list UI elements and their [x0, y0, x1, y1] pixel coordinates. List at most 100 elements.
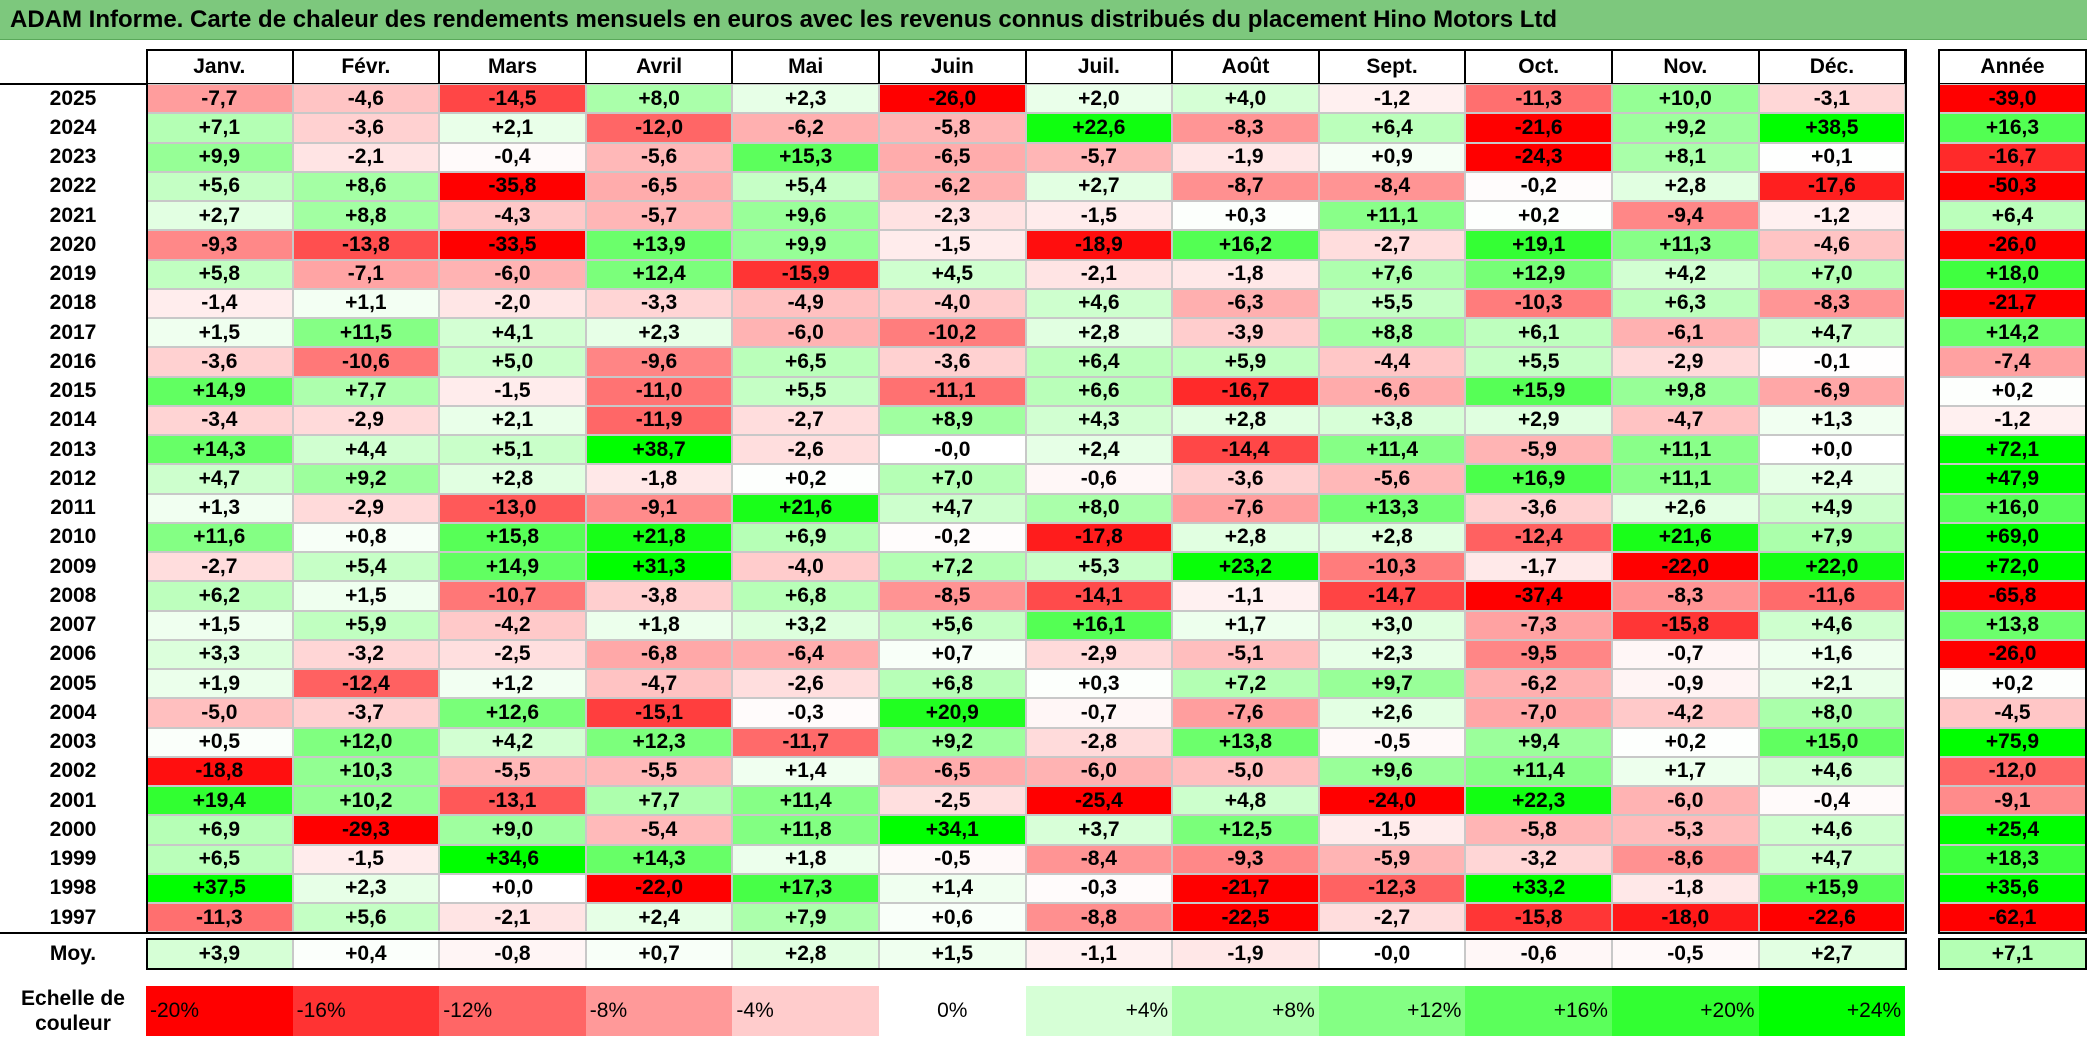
heatmap-cell: +12,0: [292, 727, 440, 757]
heatmap-cell: -2,3: [879, 201, 1026, 231]
heatmap-cell: +34,6: [439, 844, 586, 874]
heatmap-cell: -1,8: [1172, 259, 1319, 289]
average-cell: +0,4: [292, 938, 440, 971]
heatmap-cell: -5,1: [1172, 639, 1319, 669]
heatmap-cell: +2,8: [1172, 405, 1319, 435]
heatmap-cell: -0,9: [1612, 669, 1759, 699]
heatmap-cell: -4,6: [1758, 230, 1906, 260]
heatmap-cell: +2,6: [1318, 698, 1466, 728]
heatmap-cell: -3,7: [292, 698, 440, 728]
heatmap-cell: -5,3: [1612, 815, 1759, 845]
row-label: 2024: [49, 115, 97, 139]
heatmap-cell: -3,8: [585, 581, 733, 611]
year-total-cell: +18,3: [1938, 844, 2087, 874]
year-total-cell: +16,0: [1938, 493, 2087, 523]
heatmap-cell: -21,7: [1172, 873, 1319, 903]
heatmap-cell: +2,9: [1465, 405, 1612, 435]
heatmap-cell: +3,7: [1025, 815, 1173, 845]
heatmap-cell: -9,5: [1465, 639, 1612, 669]
year-total-cell: -62,1: [1938, 903, 2087, 933]
column-header: Avril: [585, 49, 733, 84]
heatmap-cell: -9,1: [585, 493, 733, 523]
row-label: 2017: [49, 320, 97, 344]
heatmap-cell: +7,9: [1758, 522, 1906, 552]
year-total-cell: +69,0: [1938, 522, 2087, 552]
heatmap-cell: +15,8: [439, 522, 586, 552]
heatmap-cell: -13,8: [292, 230, 440, 260]
row-label: 2001: [49, 788, 97, 812]
color-scale-step: -16%: [292, 986, 440, 1037]
heatmap-cell: +8,6: [292, 171, 440, 201]
year-total-cell: +72,0: [1938, 552, 2087, 582]
heatmap-cell: -15,8: [1612, 610, 1759, 640]
heatmap-cell: +1,7: [1612, 756, 1759, 786]
heatmap-cell: -5,6: [1318, 464, 1466, 494]
heatmap-cell: -3,6: [292, 113, 440, 143]
heatmap-cell: -9,4: [1612, 201, 1759, 231]
heatmap-cell: +1,5: [146, 610, 293, 640]
heatmap-cell: +16,1: [1025, 610, 1173, 640]
heatmap-cell: +1,7: [1172, 610, 1319, 640]
row-label: 2009: [49, 554, 97, 578]
heatmap-cell: +5,5: [1465, 347, 1612, 377]
heatmap-cell: -1,5: [292, 844, 440, 874]
heatmap-cell: +5,9: [1172, 347, 1319, 377]
heatmap-cell: -33,5: [439, 230, 586, 260]
heatmap-cell: +2,3: [585, 318, 733, 348]
row-label: 2007: [49, 613, 97, 637]
heatmap-cell: -6,2: [879, 171, 1026, 201]
heatmap-cell: +16,9: [1465, 464, 1612, 494]
heatmap-cell: -4,7: [1612, 405, 1759, 435]
heatmap-cell: -5,5: [585, 756, 733, 786]
heatmap-cell: -9,3: [146, 230, 293, 260]
heatmap-cell: -2,9: [292, 405, 440, 435]
heatmap-cell: +2,1: [439, 113, 586, 143]
heatmap-cell: +1,5: [292, 581, 440, 611]
heatmap-cell: -0,2: [1465, 171, 1612, 201]
heatmap-cell: -7,0: [1465, 698, 1612, 728]
heatmap-cell: +0,9: [1318, 142, 1466, 172]
heatmap-cell: +7,6: [1318, 259, 1466, 289]
heatmap-cell: +9,6: [732, 201, 879, 231]
year-total-header: Année: [1938, 49, 2087, 84]
column-header: Août: [1172, 49, 1319, 84]
heatmap-cell: -6,9: [1758, 376, 1906, 406]
heatmap-cell: +15,9: [1758, 873, 1906, 903]
heatmap-cell: +13,3: [1318, 493, 1466, 523]
heatmap-cell: +4,4: [292, 435, 440, 465]
heatmap-cell: -2,1: [439, 903, 586, 933]
heatmap-cell: +12,3: [585, 727, 733, 757]
heatmap-cell: -0,4: [1758, 786, 1906, 816]
heatmap-cell: -1,4: [146, 288, 293, 318]
column-header: Oct.: [1465, 49, 1612, 84]
heatmap-cell: -8,7: [1172, 171, 1319, 201]
heatmap-cell: +4,7: [879, 493, 1026, 523]
heatmap-cell: -6,8: [585, 639, 733, 669]
average-cell: +1,5: [879, 938, 1026, 971]
heatmap-cell: -1,5: [1318, 815, 1466, 845]
heatmap-cell: +2,4: [585, 903, 733, 933]
heatmap-cell: -0,5: [879, 844, 1026, 874]
heatmap-cell: +11,4: [1318, 435, 1466, 465]
average-cell: +2,8: [732, 938, 879, 971]
heatmap-cell: -8,5: [879, 581, 1026, 611]
heatmap-cell: -1,9: [1172, 142, 1319, 172]
year-total-cell: -50,3: [1938, 171, 2087, 201]
heatmap-cell: -1,5: [1025, 201, 1173, 231]
heatmap-cell: -2,5: [439, 639, 586, 669]
heatmap-cell: +11,4: [1465, 756, 1612, 786]
color-scale-step: -8%: [585, 986, 733, 1037]
heatmap-cell: -11,3: [1465, 84, 1612, 114]
heatmap-cell: -3,4: [146, 405, 293, 435]
heatmap-cell: +5,4: [292, 552, 440, 582]
row-label: 1999: [49, 847, 97, 871]
heatmap-cell: +12,6: [439, 698, 586, 728]
heatmap-cell: +4,6: [1758, 756, 1906, 786]
heatmap-cell: +15,9: [1465, 376, 1612, 406]
heatmap-cell: -4,0: [879, 288, 1026, 318]
heatmap-cell: +0,2: [1465, 201, 1612, 231]
row-label: 2006: [49, 642, 97, 666]
year-total-cell: -26,0: [1938, 230, 2087, 260]
heatmap-cell: +2,8: [1318, 522, 1466, 552]
heatmap-cell: +0,3: [1172, 201, 1319, 231]
